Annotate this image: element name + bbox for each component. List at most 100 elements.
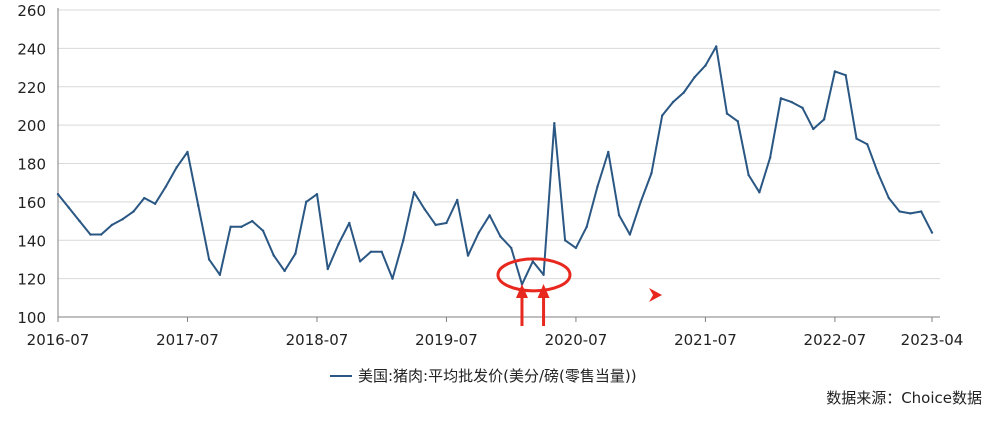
data-point [358,260,362,263]
data-point [812,127,815,131]
data-point [628,233,632,236]
data-point [164,185,168,188]
data-point [898,210,901,213]
data-point [607,150,610,154]
data-point [671,100,675,104]
axes: 100 120 140 160 180 200 220 240 260 2016-07 2017-0… [17,2,963,349]
data-point [661,114,664,117]
y-tick-label: 160 [17,194,46,212]
data-point [553,122,556,125]
data-point [822,118,826,121]
data-point [261,229,265,232]
data-point [747,173,750,177]
data-point [445,221,448,225]
data-point [143,196,146,200]
data-point [391,277,394,280]
x-tick-label: 2022-07 [804,331,867,349]
data-point [412,191,416,194]
data-point [563,239,567,242]
data-point [866,143,869,146]
data-point [930,231,934,234]
data-point [251,219,254,223]
up-arrow-icon [537,284,550,326]
gridlines [58,9,940,280]
data-point [855,137,858,140]
x-tick-label: 2020-07 [545,331,608,349]
data-point [801,106,804,110]
data-point [402,239,405,242]
data-point [596,185,599,188]
data-point [121,217,124,221]
data-point [434,223,437,227]
legend-label: 美国:猪肉:平均批发价(美分/磅(零售当量)) [358,367,637,385]
y-tick-label: 260 [17,2,46,20]
data-point [477,231,481,234]
data-point [294,252,297,255]
data-point [617,214,621,217]
data-point [499,235,502,238]
arrow-head [537,284,550,298]
data-point [779,97,783,100]
data-point [348,221,351,225]
data-point [790,100,793,104]
data-point [833,70,837,73]
y-tick-label: 120 [17,271,46,289]
data-point [909,212,912,215]
data-point [639,200,642,204]
data-point [272,254,276,257]
data-point [423,208,427,211]
data-point [315,193,319,196]
data-point [509,246,513,250]
data-point [488,214,491,217]
arrow-head [515,284,528,298]
data-point [736,120,739,123]
data-point [693,75,696,79]
data-point [844,74,847,77]
data-point [207,258,211,261]
x-tick-label: 2016-07 [27,331,90,349]
data-point [920,210,923,213]
data-point [768,156,772,159]
data-point [78,219,81,223]
legend: 美国:猪肉:平均批发价(美分/磅(零售当量)) [330,367,637,385]
data-point [650,171,653,175]
data-point [531,260,534,263]
data-point [67,206,70,209]
data-point [585,225,588,229]
x-tick-label: 2019-07 [415,331,478,349]
data-point [283,269,286,273]
data-point [110,223,114,227]
data-point [197,204,200,207]
annotations [496,257,663,326]
data-point [132,210,135,213]
data-point [369,250,373,253]
series-layer [56,45,934,286]
x-tick-label: 2021-07 [674,331,737,349]
up-arrow-icon [515,284,528,326]
data-point [337,242,340,246]
data-point [304,200,308,204]
data-point [876,171,880,175]
data-point [218,273,222,276]
data-point [704,64,707,67]
data-point [758,191,761,194]
y-tick-label: 140 [17,232,46,250]
data-point [456,198,459,202]
x-tick-label: 2023-04 [901,331,964,349]
data-point [175,166,178,169]
data-point [56,193,60,196]
data-point [380,250,383,253]
y-tick-label: 220 [17,79,46,97]
y-tick-label: 180 [17,156,46,174]
data-point [682,91,686,94]
data-point [466,254,470,257]
y-tick-label: 240 [17,40,46,58]
x-tick-label: 2018-07 [286,331,349,349]
data-point [725,112,729,115]
small-arrowhead-icon [649,287,663,302]
data-point [229,225,232,229]
data-point [714,45,718,48]
data-point [240,225,243,229]
data-point [542,273,545,276]
